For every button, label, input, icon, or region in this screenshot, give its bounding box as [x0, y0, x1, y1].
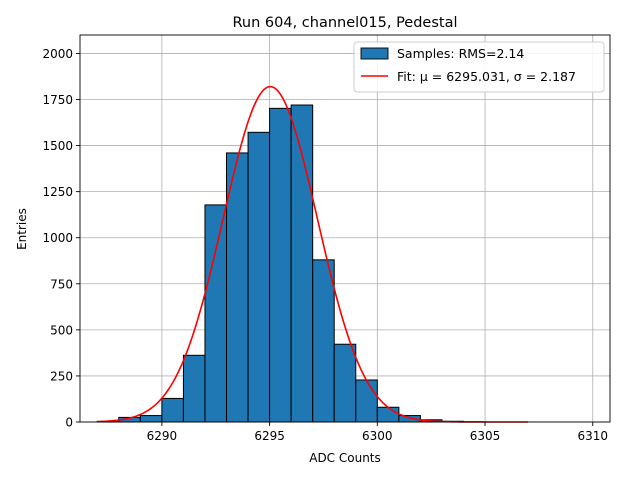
histogram-bar: [205, 205, 227, 422]
y-tick-label: 2000: [42, 47, 73, 61]
y-tick-label: 1000: [42, 231, 73, 245]
y-tick-label: 1250: [42, 185, 73, 199]
histogram-bar: [313, 260, 335, 422]
y-axis-label: Entries: [15, 208, 29, 250]
histogram-bar: [162, 398, 184, 422]
x-tick-label: 6295: [254, 429, 285, 443]
x-tick-label: 6305: [470, 429, 501, 443]
y-tick-label: 750: [50, 277, 73, 291]
legend: Samples: RMS=2.14 Fit: μ = 6295.031, σ =…: [354, 42, 604, 92]
y-tick-label: 250: [50, 369, 73, 383]
x-axis-label: ADC Counts: [309, 451, 381, 465]
y-tick-label: 1750: [42, 93, 73, 107]
x-tick-label: 6290: [147, 429, 178, 443]
histogram-bar: [270, 108, 292, 422]
histogram-bar: [248, 132, 270, 422]
x-tick-label: 6310: [577, 429, 608, 443]
chart-title: Run 604, channel015, Pedestal: [232, 15, 457, 31]
y-tick-label: 500: [50, 323, 73, 337]
y-tick-label: 1500: [42, 139, 73, 153]
histogram-bar: [356, 380, 378, 422]
x-tick-label: 6300: [362, 429, 393, 443]
histogram-bar: [377, 407, 399, 422]
legend-label-samples: Samples: RMS=2.14: [397, 46, 524, 61]
histogram-bar: [183, 355, 205, 422]
legend-label-fit: Fit: μ = 6295.031, σ = 2.187: [397, 69, 576, 84]
y-tick-label: 0: [65, 416, 73, 430]
histogram-bar: [334, 344, 356, 422]
legend-swatch-samples: [361, 48, 388, 59]
histogram-bar: [140, 416, 162, 422]
